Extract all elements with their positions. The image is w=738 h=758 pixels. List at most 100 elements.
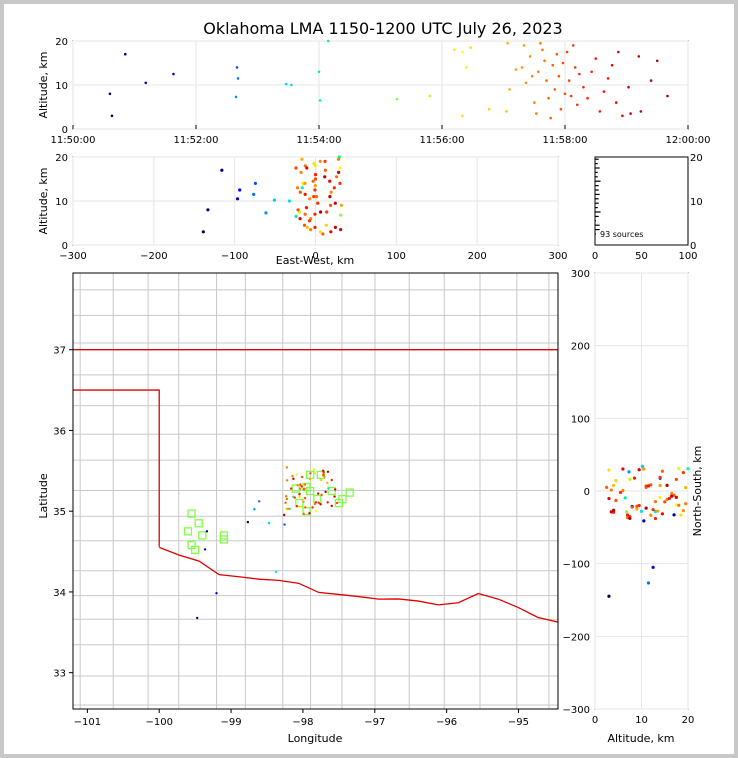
ns-distance-tick-label: 100 [571, 414, 590, 425]
ns-source-point [681, 509, 685, 513]
ns-source-point [621, 488, 625, 493]
ew-source-point [300, 186, 304, 190]
source-point [108, 92, 112, 96]
source-point [537, 70, 540, 74]
plan-source-point [333, 495, 336, 498]
ns-source-point [639, 509, 644, 513]
ns-source-point [605, 485, 609, 489]
ns-source-point [679, 513, 683, 517]
source-point [236, 77, 240, 80]
source-point [395, 97, 399, 101]
ns-source-point [670, 491, 674, 495]
source-point [520, 66, 524, 69]
ew-source-point [313, 225, 317, 229]
lma-station-marker [183, 527, 193, 536]
panhandle-border [73, 389, 160, 547]
source-point [528, 55, 532, 58]
histogram-tick-label: 100 [678, 251, 697, 262]
source-point [539, 41, 542, 45]
altitude-histogram-panel: 0 50 100 0 10 20 93 sources [592, 153, 703, 262]
ew-source-point [313, 184, 317, 188]
figure-canvas: Oklahoma LMA 1150-1200 UTC July 26, 2023… [4, 4, 734, 754]
lma-station-marker [338, 494, 347, 504]
time-tick-label: 12:00:00 [666, 135, 711, 146]
ns-distance-tick-label: −200 [563, 632, 590, 643]
ew-source-point [338, 181, 342, 185]
plan-source-point [330, 504, 333, 508]
plan-source-point [285, 466, 289, 469]
ew-source-point [312, 162, 316, 166]
ew-source-point [235, 197, 240, 201]
ns-source-point [625, 513, 630, 517]
ns-tick-label: 10 [635, 715, 648, 726]
ns-height-panel: 0 10 20 −300 −200 −100 0 100 200 300 Altitude, k… [563, 269, 704, 745]
plan-source-point [253, 508, 256, 511]
ns-source-point [660, 512, 665, 516]
plan-view-yticks: 33 34 35 36 37 [53, 346, 73, 680]
ns-height-xticks: 0 10 20 [592, 715, 695, 726]
source-point [524, 81, 528, 85]
ew-source-point [298, 190, 302, 194]
time-height-ylabel: Altitude, km [37, 51, 50, 118]
lma-station-marker [302, 507, 311, 516]
source-point [578, 72, 581, 76]
ns-height-xlabel: Altitude, km [607, 732, 674, 745]
source-point [639, 110, 643, 113]
ew-tick-label: 100 [387, 251, 406, 262]
lma-station-marker [345, 488, 354, 497]
ew-height-yticks: 0 10 20 [55, 153, 68, 252]
ns-source-point [651, 565, 655, 569]
source-point [594, 57, 598, 60]
ew-tick-label: 0 [312, 251, 318, 262]
state-boundary [73, 349, 558, 623]
longitude-tick-label: −96 [436, 717, 457, 728]
ew-source-point [272, 198, 277, 202]
ew-source-point [206, 208, 210, 212]
ns-source-point [665, 483, 669, 487]
ns-height-grid [594, 272, 689, 710]
ew-source-point [303, 212, 307, 216]
lma-station-marker [198, 531, 207, 540]
source-point [290, 83, 293, 87]
histogram-alt-tick-label: 0 [690, 241, 696, 252]
ew-source-point [324, 223, 328, 227]
source-point [505, 110, 508, 113]
ns-height-points [605, 464, 690, 598]
ew-source-point [299, 170, 303, 174]
source-point [469, 46, 473, 49]
source-point [465, 66, 468, 69]
source-point [234, 95, 238, 99]
plan-source-point [326, 481, 329, 485]
source-point [461, 50, 464, 54]
plan-source-point [286, 507, 290, 511]
ew-tick-label: −200 [140, 251, 167, 262]
ns-source-point [614, 498, 618, 503]
plan-source-point [284, 501, 287, 505]
ns-source-point [672, 513, 676, 517]
plan-source-point [298, 495, 301, 498]
ns-distance-tick-label: 200 [571, 342, 590, 353]
ns-source-point [658, 475, 662, 479]
source-point [576, 103, 579, 107]
source-point [569, 94, 573, 98]
ns-source-point [607, 468, 611, 472]
source-point [547, 96, 550, 100]
ns-source-point [658, 483, 662, 488]
ew-source-point [287, 199, 292, 203]
ew-source-point [334, 175, 339, 179]
source-point [590, 70, 593, 74]
ns-source-point [614, 478, 618, 483]
ew-source-point [302, 223, 307, 227]
ew-source-point [321, 232, 325, 236]
ew-source-point [313, 212, 317, 216]
latitude-tick-label: 34 [53, 588, 66, 599]
source-point [606, 77, 610, 80]
source-point [573, 66, 577, 69]
plan-source-point [326, 470, 330, 473]
plan-source-point [283, 523, 286, 526]
ew-source-point [314, 195, 319, 199]
plan-view-frame [72, 272, 559, 710]
ns-source-point [677, 503, 681, 507]
ew-height-grid [72, 156, 559, 246]
ew-source-point [328, 195, 332, 199]
